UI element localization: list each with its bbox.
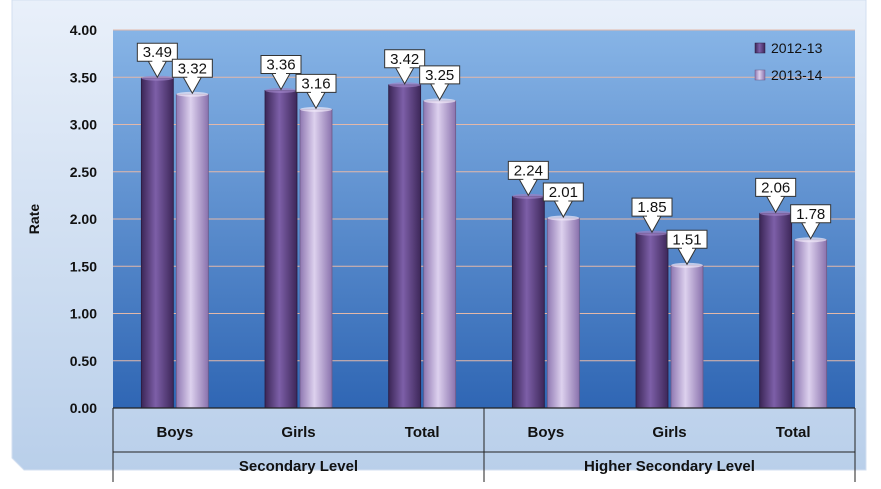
data-label: 2.01 <box>542 182 584 219</box>
data-label: 1.78 <box>790 204 832 240</box>
data-label-text: 3.16 <box>301 75 330 92</box>
x-category-label: Boys <box>156 424 193 441</box>
data-label-text: 3.42 <box>390 51 419 68</box>
bar-2012-13 <box>759 212 793 409</box>
y-tick-label: 3.50 <box>70 69 97 85</box>
x-group-label: Higher Secondary Level <box>584 458 755 475</box>
data-label-callout <box>755 177 797 214</box>
data-label: 3.42 <box>384 49 426 85</box>
y-tick-label: 2.50 <box>70 164 97 180</box>
data-label-text: 1.51 <box>672 231 701 248</box>
data-label: 2.06 <box>755 177 797 214</box>
legend-label-2013-14: 2013-14 <box>771 67 823 83</box>
data-label-text: 2.01 <box>549 184 578 201</box>
y-axis-ticks: 0.00 0.50 1.00 1.50 2.00 2.50 3.00 3.50 4.00 <box>70 22 97 416</box>
legend-swatch-2013-14 <box>754 69 766 81</box>
data-label-text: 3.36 <box>266 56 295 73</box>
gridlines <box>113 29 855 362</box>
bar-2012-13 <box>511 195 545 409</box>
data-label: 2.24 <box>507 160 549 197</box>
y-tick-label: 1.50 <box>70 258 97 274</box>
x-category-label: Girls <box>281 424 315 441</box>
data-label-callout <box>171 58 213 95</box>
y-axis-title: Rate <box>26 204 42 235</box>
x-category-label: Total <box>405 424 440 441</box>
data-label-callout <box>136 42 178 79</box>
data-label-text: 3.32 <box>178 60 207 77</box>
bar-2013-14 <box>546 217 580 409</box>
x-axis-table: Boys Girls Total Secondary Level Boys Girls To… <box>112 407 856 482</box>
data-label-callout <box>507 160 549 197</box>
x-category-label: Girls <box>652 424 686 441</box>
data-label-text: 1.85 <box>637 199 666 216</box>
data-label-callout <box>666 229 708 266</box>
data-label-text: 3.25 <box>425 67 454 84</box>
data-label: 3.16 <box>295 73 337 110</box>
data-label-callout <box>542 182 584 219</box>
bar-2013-14 <box>670 264 704 409</box>
data-label: 3.25 <box>419 65 461 101</box>
data-label-callout <box>260 54 302 91</box>
y-tick-label: 3.00 <box>70 117 97 133</box>
bar-2013-14 <box>175 93 209 409</box>
data-label-text: 1.78 <box>796 206 825 223</box>
data-label-text: 2.06 <box>761 179 790 196</box>
legend-label-2012-13: 2012-13 <box>771 40 823 56</box>
y-tick-label: 2.00 <box>70 211 97 227</box>
bar-2012-13 <box>388 84 422 409</box>
data-label-text: 2.24 <box>514 162 543 179</box>
data-label: 3.49 <box>136 42 178 79</box>
data-label-callout <box>790 204 832 240</box>
bars <box>140 75 828 409</box>
bar-2013-14 <box>299 108 333 409</box>
data-label-callout <box>295 73 337 110</box>
data-labels: 3.49 3.36 3.42 2.24 1.85 2.06 3.32 3.16 3.25 2.01… <box>136 42 832 266</box>
data-label-callout <box>631 197 673 234</box>
legend-swatch-2012-13 <box>754 42 766 54</box>
bar-2013-14 <box>423 100 457 409</box>
bar-2012-13 <box>635 232 669 409</box>
bar-2012-13 <box>140 77 174 409</box>
data-label-callout <box>419 65 461 101</box>
y-tick-label: 1.00 <box>70 306 97 322</box>
data-label-callout <box>384 49 426 85</box>
data-label-text: 3.49 <box>143 44 172 61</box>
y-tick-label: 4.00 <box>70 22 97 38</box>
legend: 2012-13 2013-14 <box>754 40 823 83</box>
y-tick-label: 0.00 <box>70 400 97 416</box>
x-group-label: Secondary Level <box>239 458 358 475</box>
y-tick-label: 0.50 <box>70 353 97 369</box>
data-label: 3.32 <box>171 58 213 95</box>
bar-2012-13 <box>264 90 298 409</box>
x-category-label: Boys <box>527 424 564 441</box>
bar-2013-14 <box>794 239 828 409</box>
data-label: 1.51 <box>666 229 708 266</box>
data-label: 3.36 <box>260 54 302 91</box>
data-label: 1.85 <box>631 197 673 234</box>
x-category-label: Total <box>776 424 811 441</box>
